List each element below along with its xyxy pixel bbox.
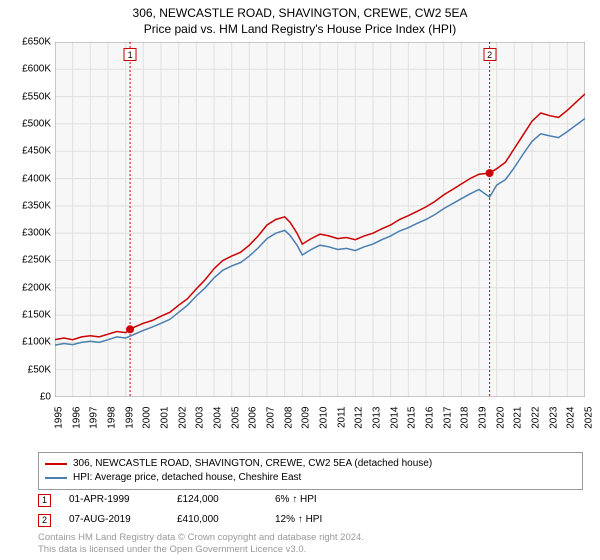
x-tick-label: 2003 <box>195 407 206 429</box>
x-tick-label: 2021 <box>513 407 524 429</box>
plot-area: 12 <box>55 42 585 397</box>
x-tick-label: 2000 <box>142 407 153 429</box>
x-tick-label: 2014 <box>389 407 400 429</box>
y-tick-label: £250K <box>22 255 51 266</box>
y-tick-label: £400K <box>22 173 51 184</box>
x-tick-label: 2007 <box>266 407 277 429</box>
event-price: £410,000 <box>177 510 257 530</box>
event-date: 07-AUG-2019 <box>69 510 159 530</box>
x-tick-label: 2010 <box>319 407 330 429</box>
x-tick-label: 2001 <box>160 407 171 429</box>
x-tick-label: 1995 <box>54 407 65 429</box>
legend-row: HPI: Average price, detached house, Ches… <box>45 471 576 485</box>
x-axis: 1995 1996 1997 1998 1999 2000 2001 2002 2003 2004… <box>55 397 585 452</box>
event-pct: 12% ↑ HPI <box>275 510 345 530</box>
legend-swatch <box>45 477 67 479</box>
x-tick-label: 2006 <box>248 407 259 429</box>
x-tick-label: 2023 <box>548 407 559 429</box>
x-tick-label: 2012 <box>354 407 365 429</box>
x-tick-label: 2017 <box>442 407 453 429</box>
chart-svg <box>55 42 585 397</box>
event-marker-box: 2 <box>38 514 51 527</box>
x-tick-label: 2020 <box>495 407 506 429</box>
event-marker-2: 2 <box>483 48 496 61</box>
event-date: 01-APR-1999 <box>69 490 159 510</box>
x-tick-label: 1997 <box>89 407 100 429</box>
x-tick-label: 2015 <box>407 407 418 429</box>
x-tick-label: 2009 <box>301 407 312 429</box>
footer-line-1: Contains HM Land Registry data © Crown c… <box>38 532 364 544</box>
footer-line-2: This data is licensed under the Open Gov… <box>38 544 364 556</box>
y-tick-label: £300K <box>22 228 51 239</box>
legend-box: 306, NEWCASTLE ROAD, SHAVINGTON, CREWE, … <box>38 452 583 490</box>
y-tick-label: £100K <box>22 337 51 348</box>
x-tick-label: 2019 <box>478 407 489 429</box>
chart-container: 306, NEWCASTLE ROAD, SHAVINGTON, CREWE, … <box>0 0 600 560</box>
x-tick-label: 2011 <box>336 407 347 429</box>
legend-swatch <box>45 463 67 465</box>
x-tick-label: 2024 <box>566 407 577 429</box>
y-tick-label: £650K <box>22 37 51 48</box>
x-tick-label: 2016 <box>425 407 436 429</box>
y-tick-label: £150K <box>22 310 51 321</box>
x-tick-label: 1996 <box>71 407 82 429</box>
x-tick-label: 2025 <box>584 407 595 429</box>
y-tick-label: £350K <box>22 200 51 211</box>
event-marker-box: 1 <box>38 494 51 507</box>
y-tick-label: £50K <box>28 364 51 375</box>
x-tick-label: 2005 <box>230 407 241 429</box>
legend-label: 306, NEWCASTLE ROAD, SHAVINGTON, CREWE, … <box>73 457 432 471</box>
event-marker-1: 1 <box>124 48 137 61</box>
x-tick-label: 1998 <box>107 407 118 429</box>
x-tick-label: 2008 <box>283 407 294 429</box>
x-tick-label: 2018 <box>460 407 471 429</box>
event-row: 2 07-AUG-2019 £410,000 12% ↑ HPI <box>38 510 583 530</box>
event-price: £124,000 <box>177 490 257 510</box>
legend-row: 306, NEWCASTLE ROAD, SHAVINGTON, CREWE, … <box>45 457 576 471</box>
x-tick-label: 2022 <box>531 407 542 429</box>
x-tick-label: 2013 <box>372 407 383 429</box>
y-tick-label: £500K <box>22 118 51 129</box>
y-tick-label: £450K <box>22 146 51 157</box>
chart-title: 306, NEWCASTLE ROAD, SHAVINGTON, CREWE, … <box>0 0 600 20</box>
event-pct: 6% ↑ HPI <box>275 490 345 510</box>
y-tick-label: £0 <box>40 392 51 403</box>
y-tick-label: £550K <box>22 91 51 102</box>
y-tick-label: £600K <box>22 64 51 75</box>
event-row: 1 01-APR-1999 £124,000 6% ↑ HPI <box>38 490 583 510</box>
chart-subtitle: Price paid vs. HM Land Registry's House … <box>0 20 600 36</box>
x-tick-label: 2004 <box>213 407 224 429</box>
event-table: 1 01-APR-1999 £124,000 6% ↑ HPI 2 07-AUG-2019… <box>38 490 583 530</box>
y-tick-label: £200K <box>22 282 51 293</box>
legend-label: HPI: Average price, detached house, Ches… <box>73 471 301 485</box>
x-tick-label: 2002 <box>177 407 188 429</box>
y-axis: £0£50K£100K£150K£200K£250K£300K£350K£400… <box>0 42 55 397</box>
footer-note: Contains HM Land Registry data © Crown c… <box>38 532 364 556</box>
x-tick-label: 1999 <box>124 407 135 429</box>
